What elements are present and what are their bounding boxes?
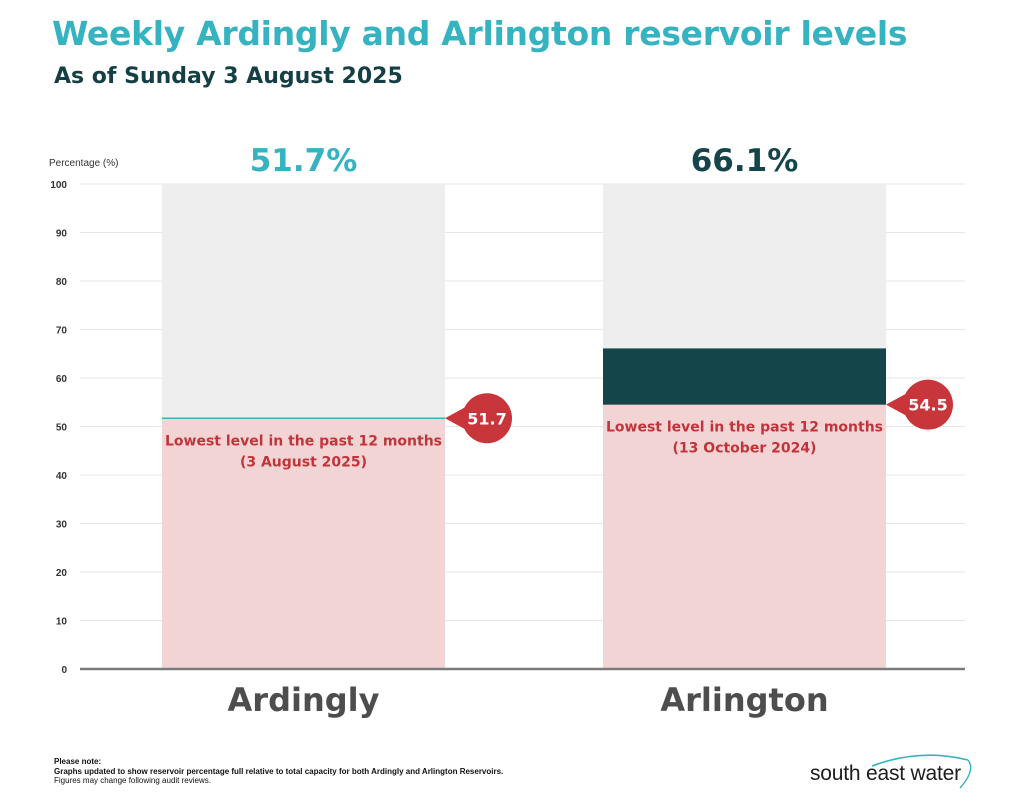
footnote-line-1: Graphs updated to show reservoir percent… <box>54 766 504 776</box>
y-tick-label: 50 <box>56 423 68 434</box>
x-category-label: Arlington <box>660 681 828 719</box>
lowest-level-marker <box>462 393 512 444</box>
chart-title: Weekly Ardingly and Arlington reservoir … <box>52 14 908 53</box>
y-tick-label: 60 <box>56 374 68 385</box>
y-tick-label: 0 <box>61 665 67 676</box>
lowest-level-marker-label: 54.5 <box>908 396 947 415</box>
bar-lowest-level-band <box>162 418 445 669</box>
reservoir-chart: 0 10 20 30 40 50 60 70 80 90 100 Percentage (%) Lowe… <box>49 143 965 719</box>
marker-pointer <box>445 406 467 431</box>
y-axis-label: Percentage (%) <box>49 158 118 169</box>
y-tick-label: 40 <box>56 471 68 482</box>
footnote: Please note: Graphs updated to show rese… <box>54 757 503 786</box>
y-tick-label: 80 <box>56 277 68 288</box>
y-tick-label: 90 <box>56 229 68 240</box>
y-tick-label: 10 <box>56 617 68 628</box>
logo-wave-icon <box>871 754 972 789</box>
footnote-heading: Please note: <box>54 757 102 766</box>
lowest-level-date: (3 August 2025) <box>240 454 367 470</box>
marker-pointer <box>886 392 908 417</box>
lowest-level-marker <box>903 379 953 430</box>
lowest-level-marker-label: 51.7 <box>467 409 506 428</box>
footnote-line-2: Figures may change following audit revie… <box>54 776 211 785</box>
lowest-level-label: Lowest level in the past 12 months <box>165 433 442 449</box>
y-tick-label: 30 <box>56 520 68 531</box>
bar-value-label: 66.1% <box>691 143 799 179</box>
bar-lowest-level-band <box>603 404 886 669</box>
y-tick-label: 100 <box>50 180 67 191</box>
y-tick-label: 20 <box>56 568 68 579</box>
y-tick-label: 70 <box>56 326 68 337</box>
south-east-water-logo: south east water <box>800 752 980 792</box>
logo-text: south east water <box>810 762 961 785</box>
lowest-level-date: (13 October 2024) <box>673 441 817 457</box>
x-category-label: Ardingly <box>228 681 380 719</box>
bar-value-label: 51.7% <box>250 143 358 179</box>
lowest-level-label: Lowest level in the past 12 months <box>606 420 883 436</box>
chart-subtitle: As of Sunday 3 August 2025 <box>54 64 403 89</box>
